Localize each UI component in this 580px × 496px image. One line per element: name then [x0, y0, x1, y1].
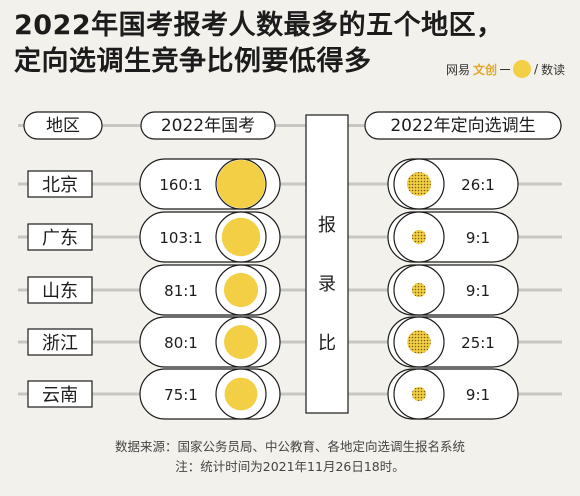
guokao-ratio-label: 81:1	[164, 282, 198, 300]
row-band	[18, 340, 562, 344]
region-tag	[27, 170, 93, 198]
guokao-ratio-bubble	[224, 325, 258, 359]
xuandiao-ratio-bubble	[407, 172, 431, 196]
region-tag	[27, 380, 93, 408]
row-band	[18, 288, 562, 292]
xuandiao-ratio-label: 26:1	[461, 176, 495, 194]
guokao-ratio-label: 160:1	[159, 176, 202, 194]
brand-text-wenchuang: 文创	[473, 62, 498, 77]
xuandiao-ratio-bubble	[411, 282, 427, 298]
region-tag	[27, 328, 93, 356]
middle-label-char: 比	[318, 333, 336, 354]
guokao-ratio-label: 80:1	[164, 334, 198, 352]
brand-text-netease: 网易	[446, 62, 471, 77]
brand-dash	[500, 68, 511, 70]
brand-dot-icon	[513, 60, 532, 78]
header-pill-region	[23, 111, 103, 140]
brand-text-shudu: 数读	[541, 62, 566, 77]
xuandiao-ratio-label: 9:1	[466, 282, 490, 300]
header-xuandiao-label: 2022年定向选调生	[390, 116, 535, 136]
header-guokao-label: 2022年国考	[161, 116, 255, 136]
guokao-ratio-label: 103:1	[159, 229, 202, 247]
xuandiao-ratio-bubble	[411, 386, 427, 402]
header-pill-xuandiao	[364, 111, 562, 140]
guokao-ratio-bubble	[217, 160, 265, 208]
guokao-ratio-bubble	[223, 272, 259, 308]
region-label: 云南	[42, 385, 78, 406]
data-source: 数据来源：国家公务员局、中公教育、各地定向选调生报名系统	[114, 439, 465, 454]
row-band	[18, 235, 562, 239]
guokao-ratio-bubble	[221, 217, 261, 257]
middle-label-char: 报	[318, 215, 336, 236]
region-tag	[27, 276, 93, 304]
xuandiao-ratio-bubble	[407, 330, 431, 354]
region-label: 广东	[42, 228, 78, 249]
brand-logo: 网易 文创 / 数读	[446, 58, 565, 80]
data-note: 注：统计时间为2021年11月26日18时。	[175, 459, 405, 474]
region-label: 浙江	[42, 333, 78, 354]
title-line-1: 2022年国考报考人数最多的五个地区，	[14, 10, 504, 41]
middle-panel	[305, 114, 349, 414]
row-band	[18, 392, 562, 396]
row-band	[18, 182, 562, 186]
guokao-ratio-bubble	[224, 377, 258, 411]
region-tag	[27, 223, 93, 251]
header-region-label: 地区	[46, 116, 80, 136]
xuandiao-ratio-label: 9:1	[466, 229, 490, 247]
region-label: 山东	[42, 281, 78, 302]
xuandiao-ratio-label: 9:1	[466, 386, 490, 404]
middle-label-char: 录	[318, 274, 336, 295]
region-label: 北京	[42, 175, 78, 196]
brand-slash-icon: /	[534, 62, 539, 76]
header-band	[18, 124, 562, 127]
title-line-2: 定向选调生竞争比例要低得多	[14, 46, 372, 77]
header-pill-guokao	[140, 111, 276, 140]
xuandiao-ratio-bubble	[411, 229, 427, 245]
guokao-ratio-label: 75:1	[164, 386, 198, 404]
xuandiao-ratio-label: 25:1	[461, 334, 495, 352]
chart-title: 2022年国考报考人数最多的五个地区， 定向选调生竞争比例要低得多	[14, 8, 574, 80]
